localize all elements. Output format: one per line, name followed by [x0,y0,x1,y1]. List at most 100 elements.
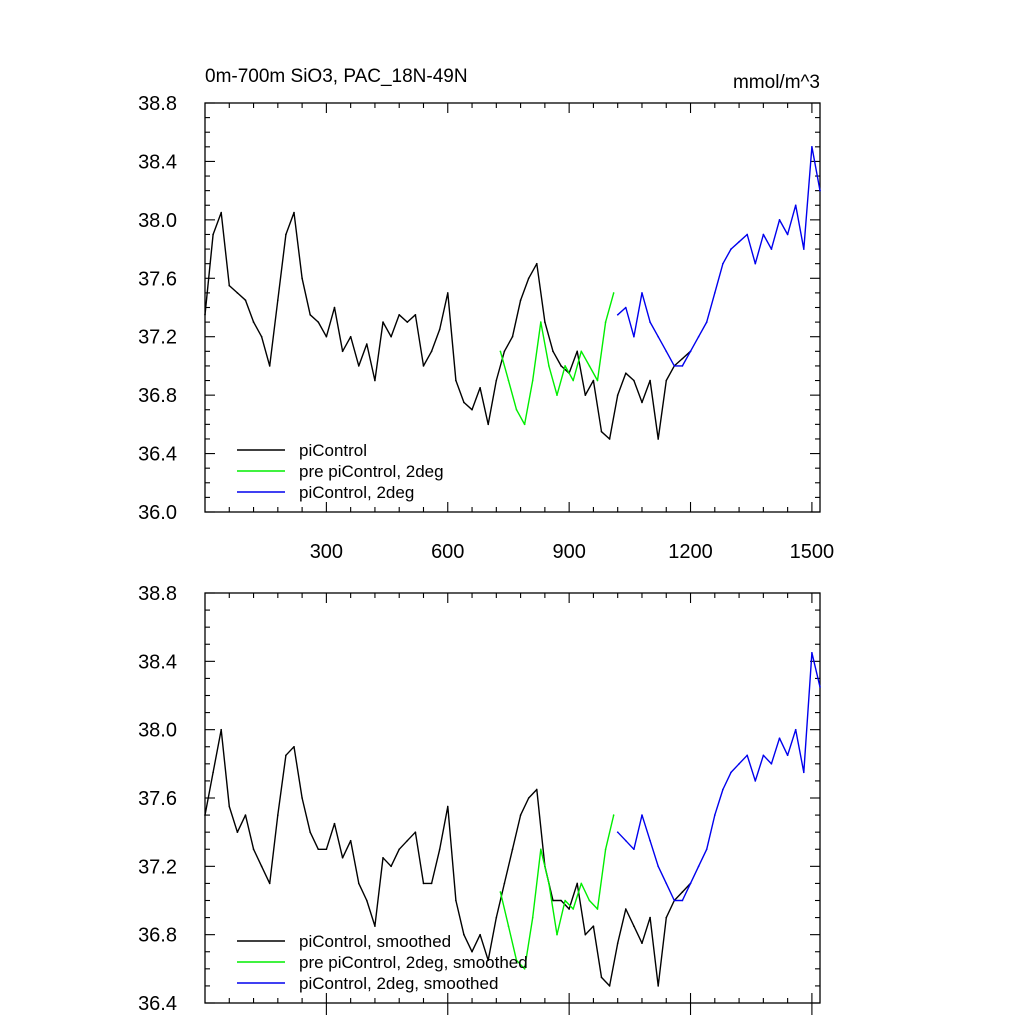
data-point [382,856,384,859]
data-point [714,814,716,816]
data-point [422,365,425,367]
data-point [446,805,449,808]
y-tick-label: 36.8 [138,385,177,407]
data-point [572,379,574,382]
data-point [260,335,263,338]
y-tick-label: 38.0 [138,720,177,742]
top-panel: 0m-700m SiO3, PAC_18N-49N mmol/m^3 36.0 3… [138,66,834,563]
data-point [754,780,757,782]
data-point [633,848,635,851]
data-point [220,728,222,731]
data-point [657,438,659,440]
data-point [244,814,247,816]
data-point [588,365,591,367]
data-point [548,365,550,367]
data-point [366,899,368,902]
data-point [811,651,813,654]
data-point [552,899,554,902]
data-point [560,899,562,902]
data-point [406,839,409,842]
data-point [268,365,271,367]
data-point [540,848,542,851]
data-point [689,882,692,885]
data-point [519,299,522,301]
data-point [236,831,239,833]
data-point [592,925,595,927]
data-point [366,343,368,345]
y-tick-label: 38.4 [138,151,177,173]
data-point [714,292,716,294]
data-point [657,985,659,987]
data-point [374,379,376,382]
data-point [794,728,797,731]
data-point [341,350,344,353]
data-point [673,899,676,902]
data-point [390,335,392,338]
data-point [374,925,376,927]
data-point [535,262,538,265]
y-tick-label: 38.0 [138,210,177,232]
data-point [681,891,684,893]
data-point [515,408,518,411]
data-point [309,314,311,316]
data-point [301,277,303,280]
data-point [770,763,773,765]
data-point [641,942,643,945]
data-point [819,686,821,688]
data-point [204,314,206,316]
data-point [738,240,740,243]
data-point [697,865,700,868]
chart-title: 0m-700m SiO3, PAC_18N-49N [205,66,468,87]
data-point [778,737,781,740]
data-point [252,848,255,851]
data-point [252,321,255,323]
y-tick-label: 36.8 [138,925,177,947]
data-point [382,321,384,323]
data-point [616,394,619,396]
data-point [803,771,805,774]
series-line-2 [617,146,821,367]
data-point [511,848,514,851]
data-point [584,394,587,396]
data-point [633,379,635,382]
data-point [463,401,465,404]
data-point [317,848,320,851]
y-tick-label: 38.4 [138,651,177,673]
data-point [341,856,344,859]
data-point [794,204,797,207]
data-point [487,959,490,962]
data-point [681,899,684,902]
data-point [495,916,498,919]
data-point [649,839,651,842]
data-point [608,985,611,987]
data-point [616,831,619,833]
data-point [665,379,668,382]
data-point [325,335,328,338]
data-point [762,754,765,757]
data-point [301,797,303,799]
y-tick-label: 36.4 [138,993,177,1015]
data-point [681,357,684,360]
data-point [446,292,449,294]
data-point [548,882,550,885]
data-point [616,314,619,316]
data-point [293,745,295,748]
data-point [624,908,627,910]
data-point [608,438,611,440]
data-point [649,379,651,382]
x-tick-label: 300 [310,541,343,563]
data-point [523,968,526,970]
data-point [665,882,668,885]
legend-label: piControl, 2deg [299,483,414,502]
data-point [689,350,692,353]
data-point [604,848,607,851]
data-point [576,350,579,353]
data-point [430,882,433,885]
data-point [596,379,599,382]
data-point [584,933,587,936]
data-point [212,233,214,236]
data-point [612,814,615,816]
data-point [349,839,352,842]
data-point [722,788,724,791]
data-point [624,372,627,375]
